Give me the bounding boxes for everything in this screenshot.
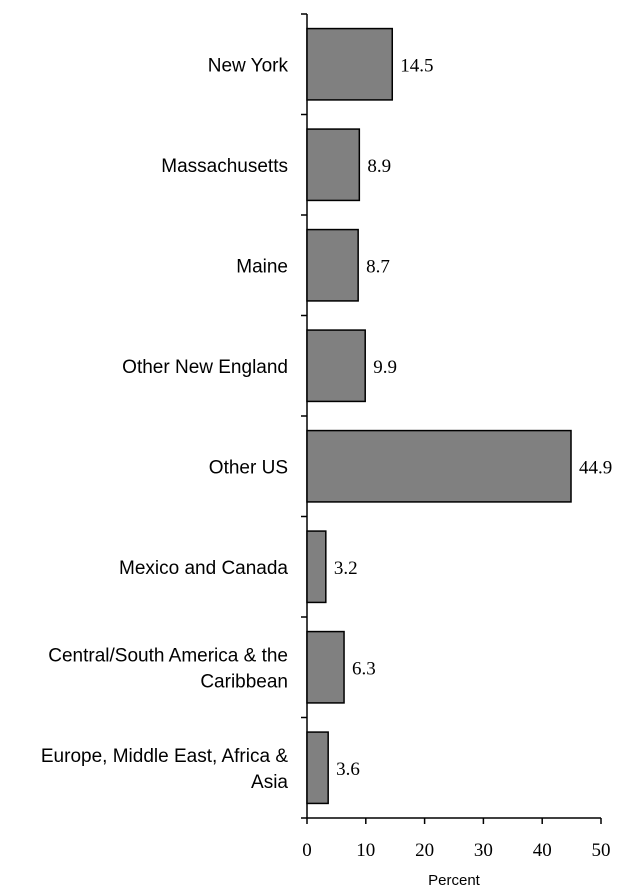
y-tick-label: Central/South America & the Caribbean (48, 645, 288, 692)
x-axis-label: Percent (428, 872, 481, 889)
bar (306, 731, 329, 805)
bar (306, 128, 361, 202)
bar (306, 429, 572, 503)
value-label: 44.9 (579, 457, 612, 478)
value-label: 8.9 (367, 156, 391, 177)
x-tick-label: 20 (415, 840, 434, 861)
y-tick-label: Massachusetts (161, 156, 288, 177)
y-tick-label: Other New England (122, 357, 288, 378)
bar (306, 530, 327, 604)
x-tick-label: 40 (533, 840, 552, 861)
y-tick-label: Maine (236, 256, 288, 277)
bar (306, 228, 359, 302)
bar (306, 329, 366, 403)
value-label: 3.6 (336, 759, 360, 780)
bar (306, 630, 345, 704)
x-tick-label: 0 (302, 840, 312, 861)
y-tick-label: New York (208, 55, 289, 76)
value-label: 14.5 (400, 55, 433, 76)
bar (306, 27, 394, 101)
value-label: 8.7 (366, 256, 390, 277)
x-tick-label: 30 (474, 840, 493, 861)
value-label: 6.3 (352, 658, 376, 679)
value-label: 9.9 (373, 357, 397, 378)
y-tick-label: Europe, Middle East, Africa & Asia (41, 746, 289, 793)
y-tick-label: Mexico and Canada (119, 558, 288, 579)
value-label: 3.2 (334, 558, 358, 579)
y-tick-label: Other US (209, 457, 288, 478)
x-tick-label: 50 (592, 840, 611, 861)
x-tick-label: 10 (356, 840, 375, 861)
